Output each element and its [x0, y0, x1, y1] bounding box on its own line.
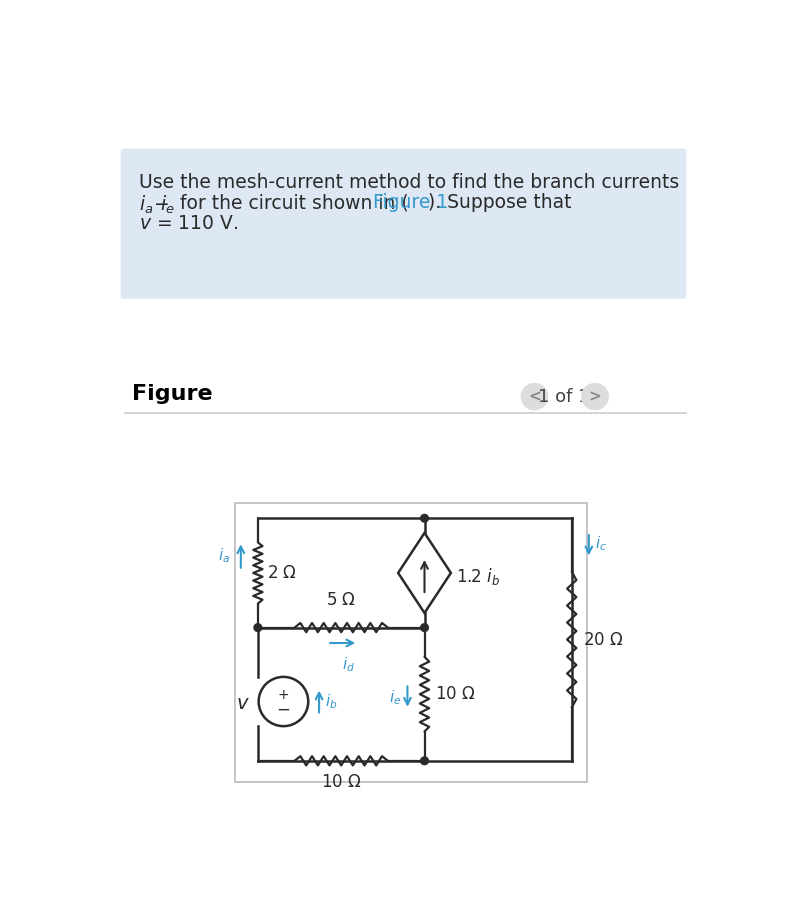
Text: ). Suppose that: ). Suppose that [428, 194, 571, 212]
Text: $i_b$: $i_b$ [326, 692, 337, 711]
Text: $\it{v}$ = 110 V.: $\it{v}$ = 110 V. [139, 214, 238, 233]
Circle shape [582, 384, 608, 409]
Text: $\it{v}$: $\it{v}$ [236, 694, 250, 712]
Text: +: + [278, 688, 289, 701]
Text: 2 $\Omega$: 2 $\Omega$ [267, 564, 297, 582]
Text: 10 $\Omega$: 10 $\Omega$ [436, 685, 476, 703]
Circle shape [259, 677, 308, 726]
Text: 20 $\Omega$: 20 $\Omega$ [583, 631, 623, 648]
Text: >: > [588, 389, 601, 404]
Circle shape [421, 623, 428, 632]
Text: 5 $\Omega$: 5 $\Omega$ [326, 591, 356, 610]
Text: $\it{i_a}$: $\it{i_a}$ [139, 194, 154, 216]
Text: for the circuit shown in (: for the circuit shown in ( [174, 194, 409, 212]
Text: $i_e$: $i_e$ [389, 688, 402, 707]
Text: 1 of 1: 1 of 1 [539, 387, 590, 406]
Text: −: − [276, 701, 291, 719]
Circle shape [421, 514, 428, 522]
Text: Figure: Figure [131, 385, 212, 404]
Text: $i_c$: $i_c$ [595, 534, 607, 553]
Text: $\it{i_e}$: $\it{i_e}$ [160, 194, 175, 216]
Text: <: < [528, 389, 541, 404]
FancyBboxPatch shape [234, 503, 587, 782]
Circle shape [521, 384, 548, 409]
Text: $\mathsf{-}$: $\mathsf{-}$ [153, 194, 169, 212]
Circle shape [254, 623, 261, 632]
Text: Use the mesh-current method to find the branch currents: Use the mesh-current method to find the … [139, 174, 680, 192]
Text: Figure 1: Figure 1 [373, 194, 448, 212]
Text: 1.2 $i_b$: 1.2 $i_b$ [455, 565, 500, 587]
Circle shape [421, 757, 428, 765]
Text: 10 $\Omega$: 10 $\Omega$ [321, 773, 361, 791]
FancyBboxPatch shape [120, 149, 687, 299]
Text: $i_d$: $i_d$ [342, 655, 356, 674]
Text: $i_a$: $i_a$ [218, 546, 230, 565]
